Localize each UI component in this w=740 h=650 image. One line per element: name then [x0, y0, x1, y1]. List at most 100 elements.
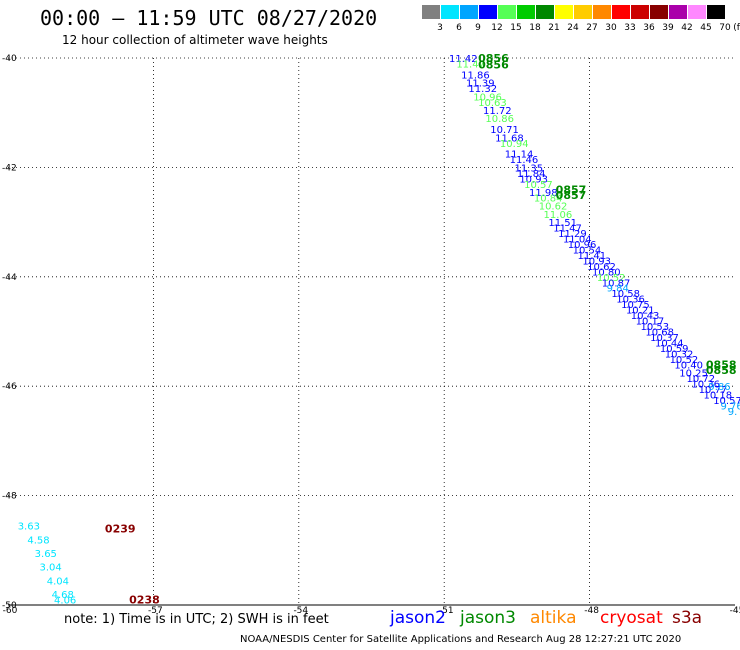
legend-jason3: jason3	[460, 608, 516, 628]
lon-tick-label: -54	[293, 606, 308, 616]
wave-height-label: 11.32	[468, 84, 497, 95]
wave-height-label: 11.51	[548, 218, 577, 229]
colorbar-swatch	[479, 5, 497, 19]
wave-height-label: 11.68	[495, 133, 524, 144]
colorbar-label: 30	[605, 23, 617, 33]
lat-tick-label: -48	[2, 492, 17, 502]
colorbar-swatch	[517, 5, 535, 19]
colorbar-swatch	[688, 5, 706, 19]
wave-height-label: 4.04	[47, 576, 69, 587]
footer-credit: NOAA/NESDIS Center for Satellite Applica…	[240, 634, 682, 645]
note-text: note: 1) Time is in UTC; 2) SWH is in fe…	[64, 612, 329, 627]
colorbar-swatch	[707, 5, 725, 19]
wave-height-label: 10.52	[670, 355, 699, 366]
pass-time-label: 0858	[706, 358, 737, 371]
wave-height-label: 10.72	[687, 374, 716, 385]
wave-height-label: 9.86	[708, 382, 730, 393]
wave-height-label: 10.58	[611, 289, 640, 300]
wave-height-label: 11.98	[529, 188, 558, 199]
pass-time-label: 0858	[706, 364, 737, 377]
wave-height-label: 10.87	[602, 278, 631, 289]
wave-height-label: 10.40	[674, 360, 703, 371]
wave-height-label: 11.46	[510, 155, 539, 166]
wave-height-label: 3.63	[18, 522, 40, 533]
wave-height-label: 9.	[728, 407, 738, 418]
wave-height-label: 10.62	[539, 202, 568, 213]
wave-height-label: 10.32	[665, 349, 694, 360]
wave-height-label: 10.94	[500, 139, 529, 150]
lon-tick-label: -60	[3, 606, 18, 616]
colorbar-label: 39	[662, 23, 674, 33]
wave-height-label: 10.93	[582, 256, 611, 267]
pass-time-label: 0239	[105, 522, 136, 535]
wave-height-label: 10.17	[636, 317, 665, 328]
wave-height-label: 10.36	[691, 379, 720, 390]
wave-height-label: 10.21	[626, 306, 655, 317]
colorbar-label: 21	[548, 23, 560, 33]
wave-height-label: 11.06	[544, 210, 573, 221]
wave-height-label: 10.18	[703, 390, 732, 401]
wave-height-label: 11.29	[558, 229, 587, 240]
wave-height-label: 10.77	[699, 385, 728, 396]
colorbar-swatch	[536, 5, 554, 19]
wave-height-label: 10.43	[631, 311, 660, 322]
pass-time-label: 0238	[129, 594, 160, 607]
colorbar-swatch	[441, 5, 459, 19]
map-title: 00:00 — 11:59 UTC 08/27/2020	[40, 6, 378, 30]
lat-tick-label: -42	[2, 163, 17, 173]
wave-height-label: 10.80	[592, 267, 621, 278]
lat-tick-label: -46	[2, 382, 17, 392]
wave-height-label: 4.06	[54, 596, 76, 607]
wave-height-label: 11.41	[577, 251, 606, 262]
wave-height-label: 11.72	[483, 106, 512, 117]
colorbar-label: 36	[643, 23, 655, 33]
wave-height-label: 4.58	[27, 535, 49, 546]
colorbar-swatch	[422, 5, 440, 19]
colorbar-swatch	[669, 5, 687, 19]
wave-height-label: 3.04	[40, 563, 62, 574]
colorbar-label: 42	[681, 23, 693, 33]
lon-tick-label: -57	[148, 606, 163, 616]
wave-height-label: 11.35	[514, 163, 543, 174]
wave-height-label: 3.65	[35, 549, 57, 560]
legend-s3a: s3a	[672, 608, 703, 628]
wave-height-label: 10.44	[655, 338, 684, 349]
wave-height-label: 11.86	[461, 70, 490, 81]
colorbar-swatch	[460, 5, 478, 19]
lat-tick-label: -44	[2, 273, 17, 283]
wave-height-label: 10.57	[713, 396, 740, 407]
colorbar-swatch	[612, 5, 630, 19]
colorbar-unit: (ft)	[733, 23, 740, 33]
wave-height-label: 10.96	[473, 92, 502, 103]
wave-height-label: 10.68	[645, 328, 674, 339]
lon-tick-label: -51	[439, 606, 454, 616]
colorbar-label: 45	[700, 23, 712, 33]
wave-height-label: 10.25	[679, 369, 708, 380]
wave-height-label: 9.76	[720, 401, 740, 412]
colorbar-swatch	[574, 5, 592, 19]
colorbar-label: 18	[529, 23, 541, 33]
lat-tick-label: -50	[2, 601, 17, 611]
map-subtitle: 12 hour collection of altimeter wave hei…	[62, 33, 328, 47]
wave-height-label: 11.42	[449, 54, 478, 65]
colorbar-label: 3	[437, 23, 443, 33]
wave-height-label: 10.57	[524, 180, 553, 191]
wave-height-label: 10.75	[621, 300, 650, 311]
wave-height-label: 10.52	[597, 273, 626, 284]
wave-height-label: 10.71	[490, 125, 519, 136]
colorbar-label: 27	[586, 23, 598, 33]
colorbar-swatch	[555, 5, 573, 19]
lat-tick-label: -40	[2, 54, 17, 64]
wave-height-label: 10.86	[485, 114, 514, 125]
colorbar-label: 33	[624, 23, 636, 33]
wave-height-label: 10.93	[519, 174, 548, 185]
wave-height-label: 11.04	[563, 235, 592, 246]
colorbar-swatch	[631, 5, 649, 19]
wave-height-label: 10.96	[568, 240, 597, 251]
legend-jason2: jason2	[390, 608, 446, 628]
colorbar-swatch	[498, 5, 516, 19]
wave-height-label: 11.84	[517, 169, 546, 180]
wave-height-label: 10.37	[650, 333, 679, 344]
legend-altika: altika	[530, 608, 577, 628]
pass-time-label: 0856	[478, 59, 509, 72]
